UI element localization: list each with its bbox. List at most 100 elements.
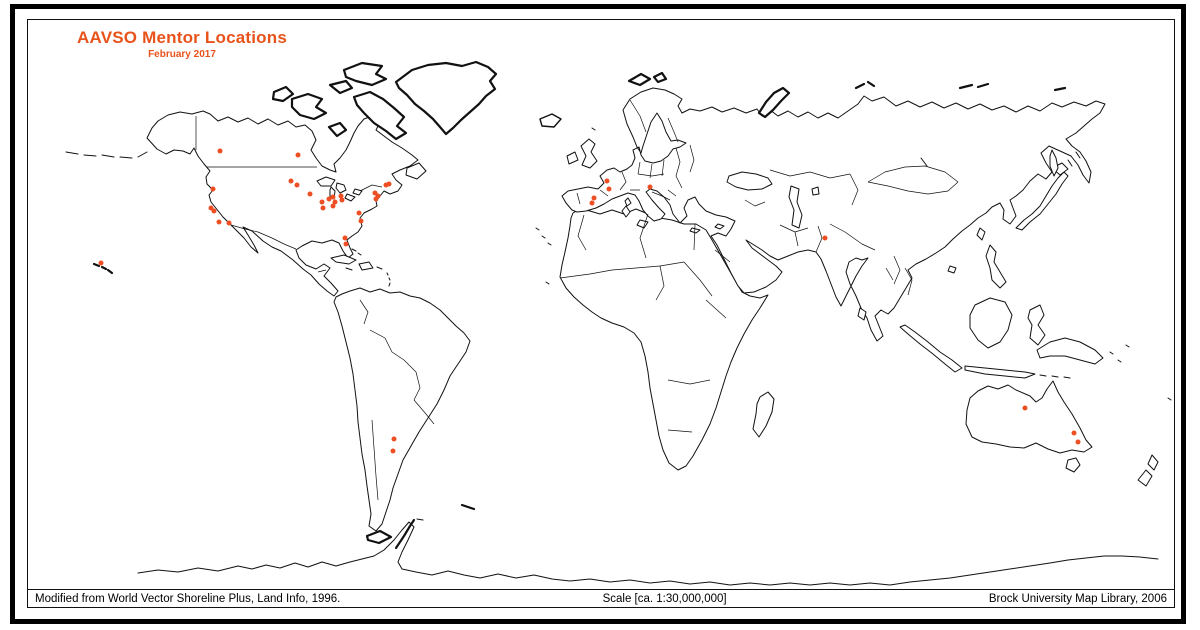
coastline-cyprus <box>714 223 725 230</box>
coastline-great-britain <box>580 138 598 169</box>
map-subtitle: February 2017 <box>148 49 216 60</box>
coastline-southampton-island <box>327 121 348 138</box>
coastline-banks-island <box>271 85 295 103</box>
footer-library-credit: Brock University Map Library, 2006 <box>988 592 1167 605</box>
inner-frame <box>27 19 1175 608</box>
coastline-antarctic-peninsula <box>394 518 416 550</box>
mentor-dot-central-france <box>606 186 612 192</box>
coastlines <box>65 87 1172 532</box>
coastline-tierra-del-fuego <box>365 529 393 545</box>
coastline-japan <box>1015 171 1069 231</box>
coastline-hawaii <box>92 262 114 275</box>
mentor-dot-northern-france <box>604 178 610 184</box>
coastline-taiwan <box>976 227 986 241</box>
coastline-aleutians <box>65 151 148 159</box>
map-title: AAVSO Mentor Locations <box>77 28 287 47</box>
coastline-atlantic-islands <box>416 127 596 521</box>
mentor-dot-slovenia-croatia <box>647 184 653 190</box>
mentor-dot-missouri <box>320 205 326 211</box>
mentor-dot-florida-north <box>342 235 348 241</box>
mentor-dots <box>98 148 1081 454</box>
lake-superior <box>316 176 336 187</box>
border-us-mexico <box>230 224 327 273</box>
coastline-tasmania <box>1065 457 1081 473</box>
mentor-dot-minnesota-1 <box>288 178 294 184</box>
coastline-madagascar <box>752 391 775 438</box>
caspian-sea <box>788 185 803 229</box>
coastline-south-america <box>333 287 471 532</box>
mentor-dot-ohio-pennsylvania <box>339 197 345 203</box>
coastline-new-zealand-north <box>1147 454 1159 471</box>
coastline-sakhalin <box>1049 149 1059 177</box>
coastline-svalbard <box>627 71 668 87</box>
mentor-dot-sydney-canberra <box>1075 439 1081 445</box>
black-sea <box>726 171 773 191</box>
coastline-newfoundland <box>405 162 427 180</box>
coastline-lesser-sunda <box>1039 344 1172 401</box>
coastline-antarctica <box>137 521 1159 586</box>
coastline-africa <box>559 208 769 471</box>
coastline-sulawesi <box>1027 304 1046 346</box>
mentor-dot-pacific-northwest <box>210 186 216 192</box>
thick-coastlines <box>92 60 1067 545</box>
coastline-hainan <box>947 265 957 274</box>
coastline-ellesmere-island <box>342 61 388 87</box>
mentor-dot-pakistan <box>822 235 828 241</box>
coastline-baffin-island <box>352 90 408 141</box>
coastline-sardinia <box>621 205 631 218</box>
coastline-java <box>964 365 1036 379</box>
coastline-greenland <box>394 60 498 136</box>
lake-erie <box>344 193 356 202</box>
mentor-dot-michigan-ontario <box>338 193 344 199</box>
mentor-dot-southern-california-1 <box>216 219 222 225</box>
mentor-dot-new-south-wales <box>1071 430 1077 436</box>
aral-sea <box>811 186 820 196</box>
mentor-dot-michigan <box>330 194 336 200</box>
mentor-dot-central-australia <box>1022 405 1028 411</box>
coastline-australia <box>965 380 1093 454</box>
coastline-eurasia <box>561 87 1106 342</box>
mentor-dot-argentina-south <box>390 448 396 454</box>
borders-south-america <box>359 299 435 501</box>
coastline-hispaniola <box>358 261 374 271</box>
mentor-dot-ohio-south <box>330 203 336 209</box>
mentor-dot-florida-south <box>343 241 349 247</box>
mentor-dot-western-canada <box>217 148 223 154</box>
coastline-corsica <box>624 197 632 207</box>
mentor-dot-new-england-3 <box>373 196 379 202</box>
borders-asia <box>714 165 959 296</box>
coastline-kurils <box>1067 151 1081 167</box>
mentor-dot-new-brunswick <box>386 181 392 187</box>
coastline-devon-island <box>328 79 354 95</box>
footer-scale-note: Scale [ca. 1:30,000,000] <box>602 592 727 605</box>
lake-ontario <box>352 188 363 196</box>
mentor-dot-northern-spain <box>591 195 597 201</box>
antarctica <box>137 518 1159 586</box>
borders-europe <box>576 99 695 205</box>
title-block: AAVSO Mentor Locations February 2017 <box>66 28 298 60</box>
coastline-sri-lanka <box>857 307 867 321</box>
coastline-philippines <box>985 244 1007 289</box>
coastline-iceland <box>539 113 562 128</box>
mentor-dot-argentina-north <box>391 436 397 442</box>
borders-africa <box>559 213 727 433</box>
mentor-dot-southern-california-2 <box>226 220 232 226</box>
coastline-antilles <box>345 248 391 287</box>
mentor-dot-wisconsin-iowa <box>307 191 313 197</box>
footer-bar: Modified from World Vector Shoreline Plu… <box>27 589 1175 608</box>
coastline-arctic-island-specks <box>854 80 1067 92</box>
coastline-victoria-island <box>290 92 328 121</box>
mentor-dot-mid-atlantic-coast <box>356 210 362 216</box>
mentor-dot-minnesota-2 <box>294 182 300 188</box>
mentor-dot-virginia-coast <box>358 218 364 224</box>
mentor-dot-illinois-indiana <box>326 196 332 202</box>
lakes <box>316 157 928 229</box>
coastline-sumatra <box>899 324 963 373</box>
coastline-new-guinea <box>1036 337 1104 365</box>
coastline-borneo <box>969 297 1013 349</box>
coastline-north-america <box>146 110 419 297</box>
mentor-dot-hawaii <box>98 260 104 266</box>
border-us-canada <box>207 166 383 192</box>
